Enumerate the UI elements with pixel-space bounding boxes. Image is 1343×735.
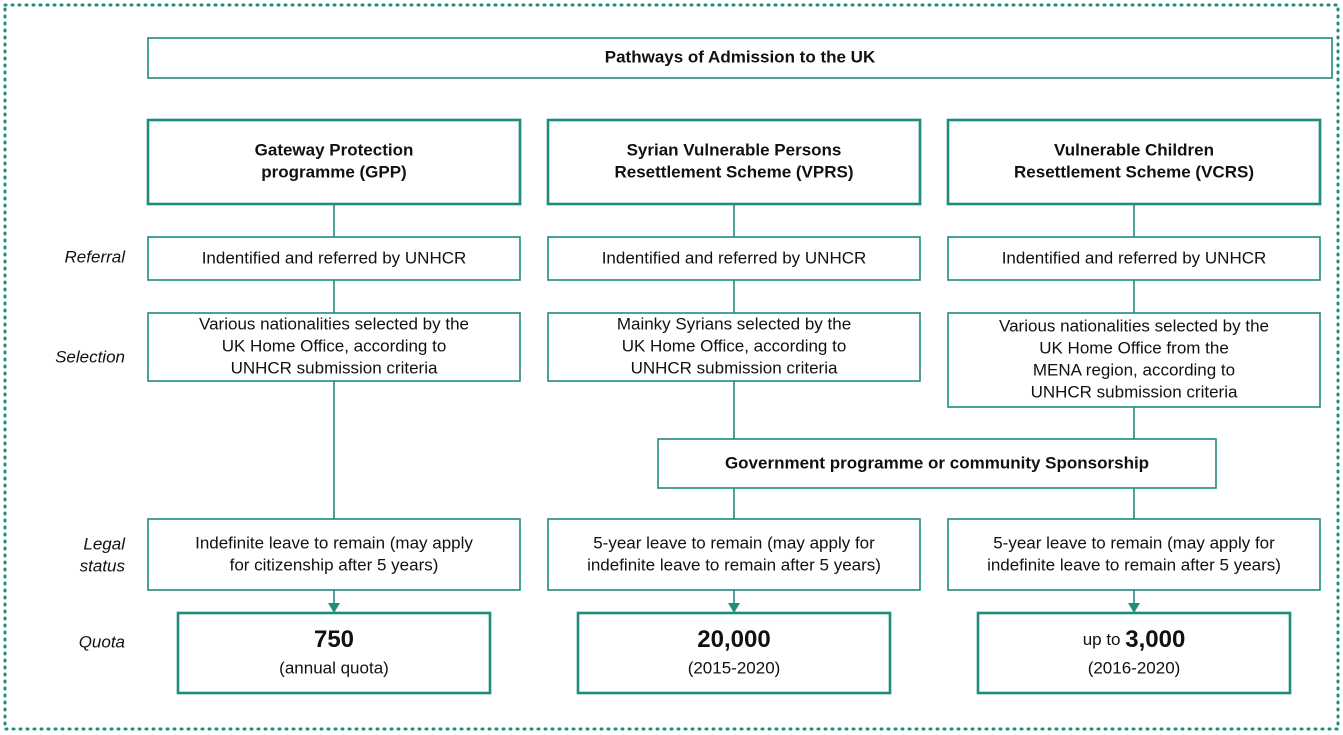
quota-value: up to 3,000: [1083, 626, 1186, 653]
scheme-box: [146, 118, 522, 206]
selection-text: Various nationalities selected by the: [999, 316, 1269, 335]
legal-text: for citizenship after 5 years): [230, 555, 439, 574]
legal-box: [947, 518, 1321, 591]
row-label: status: [80, 556, 126, 575]
referral-text: Indentified and referred by UNHCR: [202, 248, 467, 267]
quota-value: 750: [314, 626, 354, 653]
referral-box: [147, 236, 521, 281]
selection-text: UK Home Office, according to: [222, 336, 447, 355]
arrow-head: [728, 603, 740, 613]
selection-text: UK Home Office, according to: [622, 336, 847, 355]
selection-box: [147, 312, 521, 382]
quota-box: [176, 611, 492, 695]
row-label: Selection: [55, 347, 125, 366]
quota-box: [976, 611, 1292, 695]
title: Pathways of Admission to the UK: [605, 47, 876, 66]
legal-box: [147, 518, 521, 591]
quota-number: 3,000: [1125, 626, 1185, 653]
scheme-name: Resettlement Scheme (VPRS): [614, 162, 853, 181]
referral-box: [547, 236, 921, 281]
selection-text: UK Home Office from the: [1039, 338, 1229, 357]
row-label: Legal: [83, 534, 126, 553]
scheme-name: Syrian Vulnerable Persons: [627, 140, 842, 159]
quota-number: 750: [314, 626, 354, 653]
selection-text: Various nationalities selected by the: [199, 314, 469, 333]
row-label: Quota: [79, 632, 125, 651]
selection-text: UNHCR submission criteria: [231, 358, 438, 377]
quota-prefix: up to: [1083, 630, 1121, 649]
quota-note: (annual quota): [279, 658, 389, 677]
quota-box: [576, 611, 892, 695]
legal-text: indefinite leave to remain after 5 years…: [587, 555, 881, 574]
scheme-name: Resettlement Scheme (VCRS): [1014, 162, 1254, 181]
selection-text: MENA region, according to: [1033, 360, 1235, 379]
sponsorship: Government programme or community Sponso…: [725, 453, 1149, 472]
sponsorship-box: [657, 438, 1217, 489]
selection-box: [947, 312, 1321, 408]
scheme-box: [946, 118, 1322, 206]
scheme-box: [546, 118, 922, 206]
quota-number: 20,000: [697, 626, 770, 653]
selection-text: Mainky Syrians selected by the: [617, 314, 851, 333]
scheme-name: programme (GPP): [261, 162, 406, 181]
title-box: [147, 37, 1333, 79]
quota-note: (2016-2020): [1088, 658, 1181, 677]
quota-note: (2015-2020): [688, 658, 781, 677]
referral-text: Indentified and referred by UNHCR: [1002, 248, 1267, 267]
legal-text: indefinite leave to remain after 5 years…: [987, 555, 1281, 574]
referral-box: [947, 236, 1321, 281]
scheme-name: Vulnerable Children: [1054, 140, 1214, 159]
quota-value: 20,000: [697, 626, 770, 653]
legal-text: 5-year leave to remain (may apply for: [593, 533, 875, 552]
arrow-head: [328, 603, 340, 613]
row-label: Referral: [65, 247, 127, 266]
referral-text: Indentified and referred by UNHCR: [602, 248, 867, 267]
scheme-name: Gateway Protection: [255, 140, 414, 159]
selection-text: UNHCR submission criteria: [1031, 382, 1238, 401]
legal-text: 5-year leave to remain (may apply for: [993, 533, 1275, 552]
legal-box: [547, 518, 921, 591]
selection-text: UNHCR submission criteria: [631, 358, 838, 377]
frame: [3, 3, 1340, 731]
arrow-head: [1128, 603, 1140, 613]
selection-box: [547, 312, 921, 382]
legal-text: Indefinite leave to remain (may apply: [195, 533, 473, 552]
